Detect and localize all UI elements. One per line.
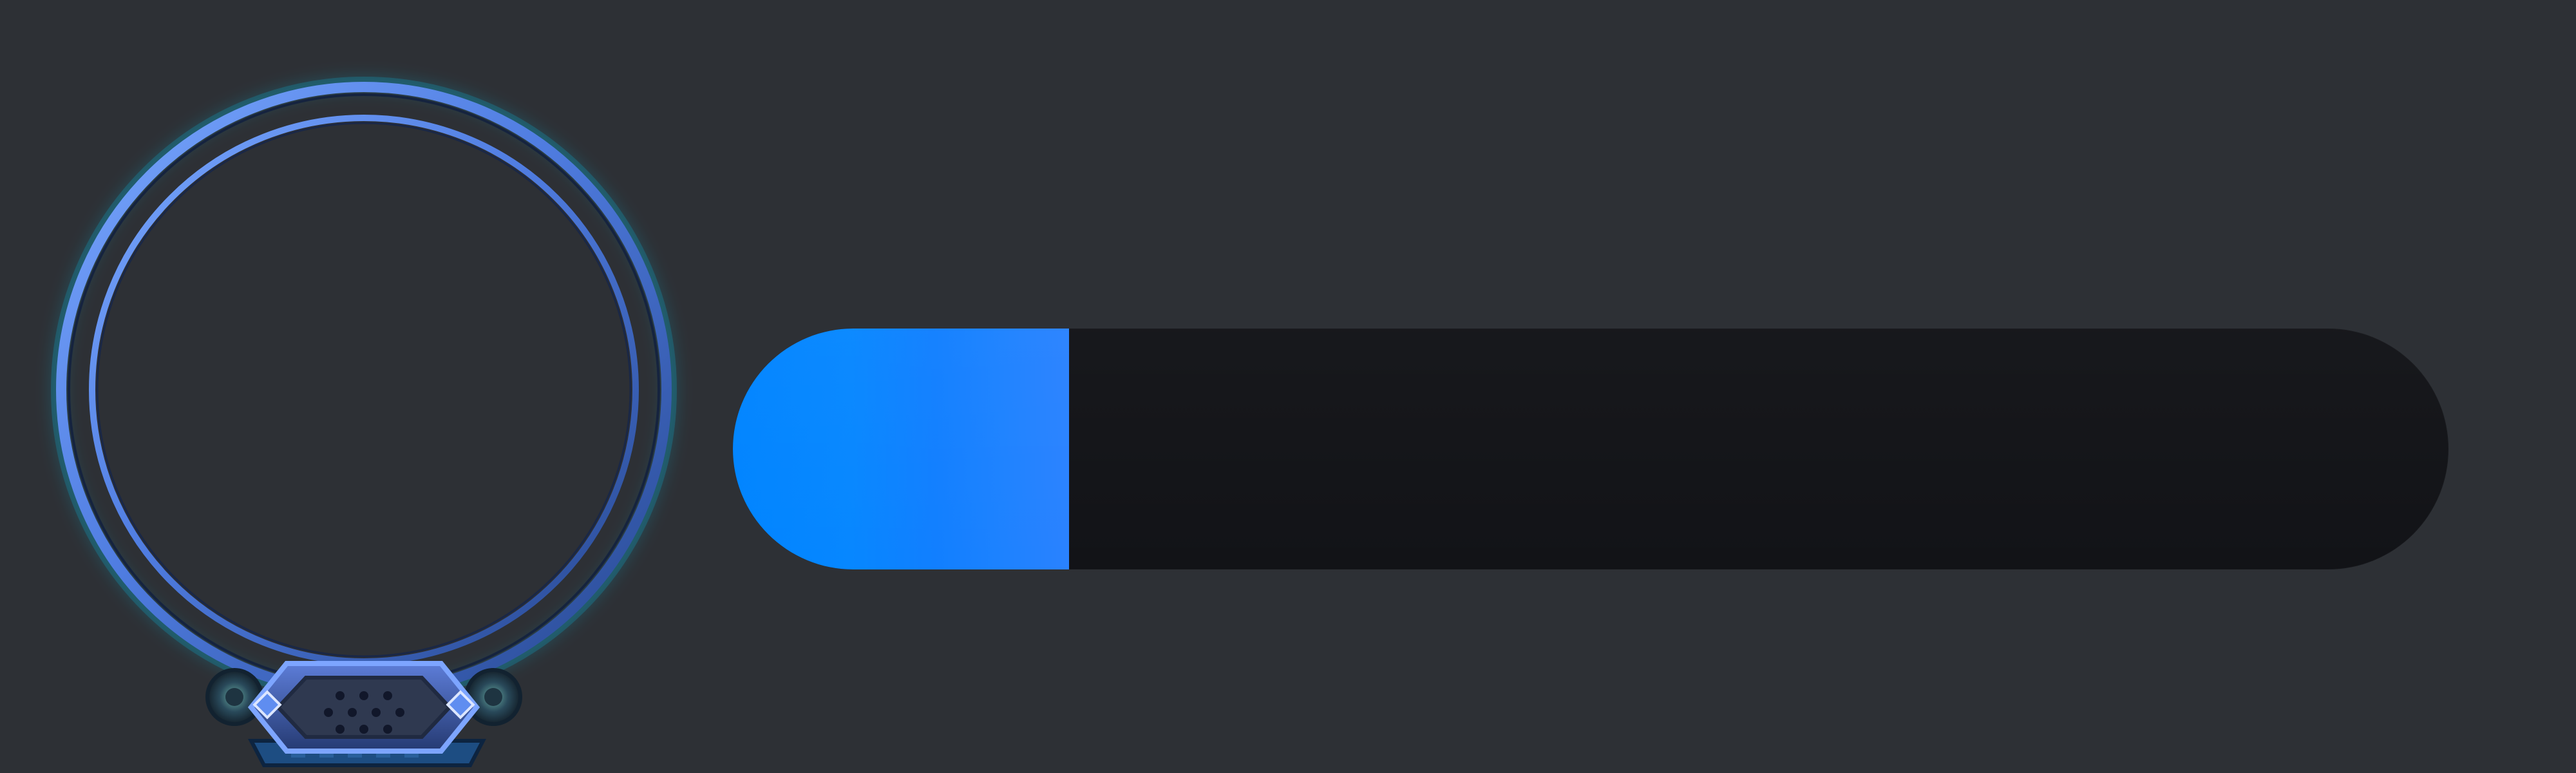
right-side-orb-core xyxy=(484,688,502,706)
outer-ring xyxy=(56,82,672,698)
progress-bar xyxy=(733,329,2448,569)
outer-ring-inner-line xyxy=(68,93,660,686)
left-diamond xyxy=(252,690,282,720)
progress-fill xyxy=(733,329,1070,569)
left-side-orb-core xyxy=(225,688,243,706)
right-diamond xyxy=(446,690,475,720)
avatar-frame xyxy=(32,58,702,773)
inner-ring-shadow xyxy=(96,122,632,658)
gem-dots xyxy=(324,691,404,734)
hexagon-gem-badge-icon xyxy=(205,661,522,767)
inner-ring xyxy=(89,115,639,665)
